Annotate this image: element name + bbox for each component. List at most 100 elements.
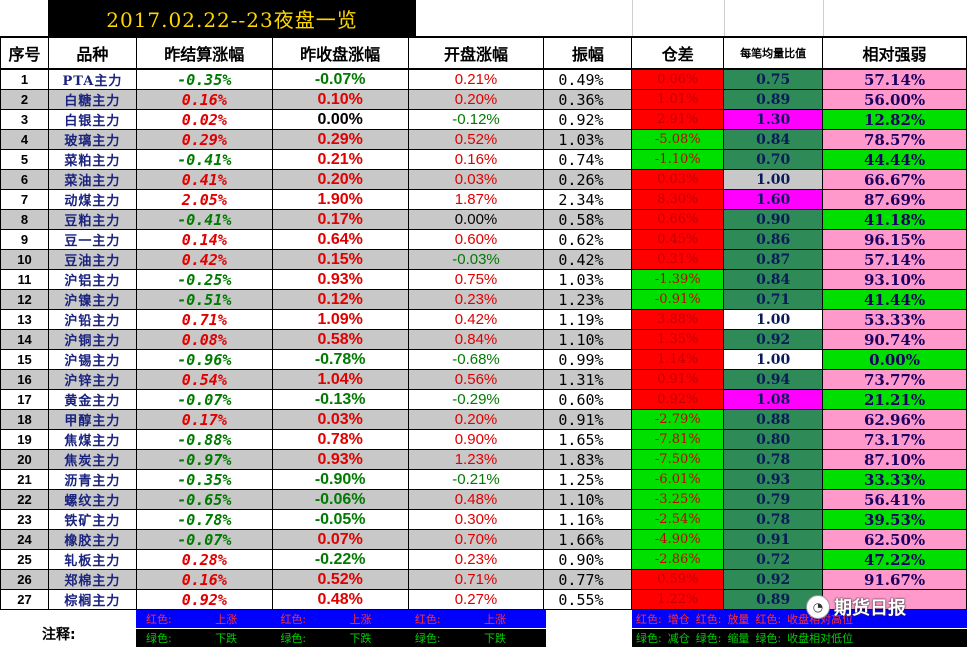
variety-name: 沪锡主力 bbox=[47, 349, 137, 370]
variety-name: 白银主力 bbox=[47, 109, 137, 130]
settle-change: -0.07% bbox=[135, 389, 273, 410]
amplitude: 1.66% bbox=[543, 529, 633, 550]
legend-key: 绿色: bbox=[755, 632, 782, 645]
avg-volume-ratio: 0.89 bbox=[723, 89, 824, 110]
settle-change: 0.16% bbox=[135, 89, 273, 110]
avg-volume-ratio: 0.80 bbox=[723, 429, 824, 450]
legend-key: 红色: bbox=[755, 613, 782, 626]
legend-key: 红色: bbox=[414, 613, 441, 626]
close-change: 1.90% bbox=[271, 189, 409, 210]
open-change: 0.48% bbox=[407, 489, 545, 510]
row-index: 16 bbox=[0, 369, 49, 390]
table-row: 13 沪铅主力 0.71% 1.09% 0.42% 1.19% 3.88% 1.00 53.33… bbox=[0, 309, 967, 330]
open-interest-change: -2.54% bbox=[631, 509, 725, 530]
close-change: 1.04% bbox=[271, 369, 409, 390]
relative-strength: 87.69% bbox=[822, 189, 967, 210]
header-row: 序号 品种 昨结算涨幅 昨收盘涨幅 开盘涨幅 振幅 仓差 每笔均量比值 相对强弱 bbox=[0, 36, 967, 70]
open-change: 0.00% bbox=[407, 209, 545, 230]
relative-strength: 66.67% bbox=[822, 169, 967, 190]
amplitude: 0.55% bbox=[543, 589, 633, 610]
close-change: 0.64% bbox=[271, 229, 409, 250]
row-index: 23 bbox=[0, 509, 49, 530]
legend-key: 红色: bbox=[695, 613, 722, 626]
open-interest-change: -1.10% bbox=[631, 149, 725, 170]
legend-notes: 注释: 红色: 上涨 红色: 上涨 红色: 上涨 绿色: 下跌 绿色: 下跌 绿色: 下跌 红色: 增… bbox=[0, 610, 967, 648]
relative-strength: 62.50% bbox=[822, 529, 967, 550]
oi-up-legend: 红色: 增仓 红色: 放量 红色: 收盘相对高位 bbox=[632, 610, 967, 628]
row-index: 20 bbox=[0, 449, 49, 470]
open-interest-change: 0.66% bbox=[631, 209, 725, 230]
avg-volume-ratio: 0.79 bbox=[723, 489, 824, 510]
row-index: 13 bbox=[0, 309, 49, 330]
variety-name: 焦煤主力 bbox=[47, 429, 137, 450]
legend-key: 绿色: bbox=[146, 632, 172, 645]
legend-value: 下跌 bbox=[483, 632, 506, 645]
relative-strength: 0.00% bbox=[822, 349, 967, 370]
open-interest-change: -4.90% bbox=[631, 529, 725, 550]
relative-strength bbox=[822, 589, 967, 610]
close-change: 0.17% bbox=[271, 209, 409, 230]
header-open-change: 开盘涨幅 bbox=[407, 36, 545, 70]
amplitude: 0.60% bbox=[543, 389, 633, 410]
amplitude: 1.10% bbox=[543, 329, 633, 350]
amplitude: 0.58% bbox=[543, 209, 633, 230]
open-interest-change: 8.30% bbox=[631, 189, 725, 210]
settle-change: -0.97% bbox=[135, 449, 273, 470]
settle-change: 0.17% bbox=[135, 409, 273, 430]
close-change: 1.09% bbox=[271, 309, 409, 330]
relative-strength: 93.10% bbox=[822, 269, 967, 290]
avg-volume-ratio: 0.93 bbox=[723, 469, 824, 490]
variety-name: 黄金主力 bbox=[47, 389, 137, 410]
row-index: 17 bbox=[0, 389, 49, 410]
row-index: 11 bbox=[0, 269, 49, 290]
open-change: 0.03% bbox=[407, 169, 545, 190]
relative-strength: 12.82% bbox=[822, 109, 967, 130]
avg-volume-ratio: 0.90 bbox=[723, 209, 824, 230]
row-index: 1 bbox=[0, 68, 49, 90]
header-relative-strength: 相对强弱 bbox=[822, 36, 967, 70]
variety-name: 棕榈主力 bbox=[47, 589, 137, 610]
open-change: 0.21% bbox=[407, 68, 545, 90]
settle-change: -0.25% bbox=[135, 269, 273, 290]
table-row: 17 黄金主力 -0.07% -0.13% -0.29% 0.60% 0.92% 1.08 21… bbox=[0, 389, 967, 410]
amplitude: 0.90% bbox=[543, 549, 633, 570]
close-change: -0.07% bbox=[271, 68, 409, 90]
open-interest-change: 1.14% bbox=[631, 349, 725, 370]
relative-strength: 73.17% bbox=[822, 429, 967, 450]
amplitude: 0.36% bbox=[543, 89, 633, 110]
variety-name: 动煤主力 bbox=[47, 189, 137, 210]
variety-name: 玻璃主力 bbox=[47, 129, 137, 150]
settle-change: 0.08% bbox=[135, 329, 273, 350]
open-interest-change: -7.50% bbox=[631, 449, 725, 470]
settle-change: 0.54% bbox=[135, 369, 273, 390]
row-index: 5 bbox=[0, 149, 49, 170]
table-row: 3 白银主力 0.02% 0.00% -0.12% 0.92% 2.91% 1.30 12.82… bbox=[0, 109, 967, 130]
watermark-text: 期货日报 bbox=[834, 598, 906, 619]
settle-change: 0.14% bbox=[135, 229, 273, 250]
settle-change: -0.41% bbox=[135, 209, 273, 230]
open-change: 0.75% bbox=[407, 269, 545, 290]
avg-volume-ratio: 1.00 bbox=[723, 349, 824, 370]
open-interest-change: 0.45% bbox=[631, 229, 725, 250]
legend-key: 红色: bbox=[280, 613, 307, 626]
open-change: -0.68% bbox=[407, 349, 545, 370]
avg-volume-ratio: 1.08 bbox=[723, 389, 824, 410]
close-change: 0.48% bbox=[271, 589, 409, 610]
relative-strength: 87.10% bbox=[822, 449, 967, 470]
open-change: -0.21% bbox=[407, 469, 545, 490]
close-change: -0.06% bbox=[271, 489, 409, 510]
close-change: -0.13% bbox=[271, 389, 409, 410]
open-change: 0.23% bbox=[407, 289, 545, 310]
close-change: -0.05% bbox=[271, 509, 409, 530]
table-row: 26 郑棉主力 0.16% 0.52% 0.71% 0.77% 0.59% 0.92 91.67… bbox=[0, 569, 967, 590]
avg-volume-ratio: 0.94 bbox=[723, 369, 824, 390]
night-session-table: 序号 品种 昨结算涨幅 昨收盘涨幅 开盘涨幅 振幅 仓差 每笔均量比值 相对强弱… bbox=[0, 36, 967, 610]
table-row: 23 铁矿主力 -0.78% -0.05% 0.30% 1.16% -2.54% 0.78 39… bbox=[0, 509, 967, 530]
amplitude: 1.25% bbox=[543, 469, 633, 490]
relative-strength: 96.15% bbox=[822, 229, 967, 250]
watermark: ◔ 期货日报 bbox=[806, 594, 906, 620]
legend-value: 增仓 bbox=[667, 613, 690, 626]
variety-name: 沥青主力 bbox=[47, 469, 137, 490]
settle-change: 0.71% bbox=[135, 309, 273, 330]
amplitude: 0.62% bbox=[543, 229, 633, 250]
